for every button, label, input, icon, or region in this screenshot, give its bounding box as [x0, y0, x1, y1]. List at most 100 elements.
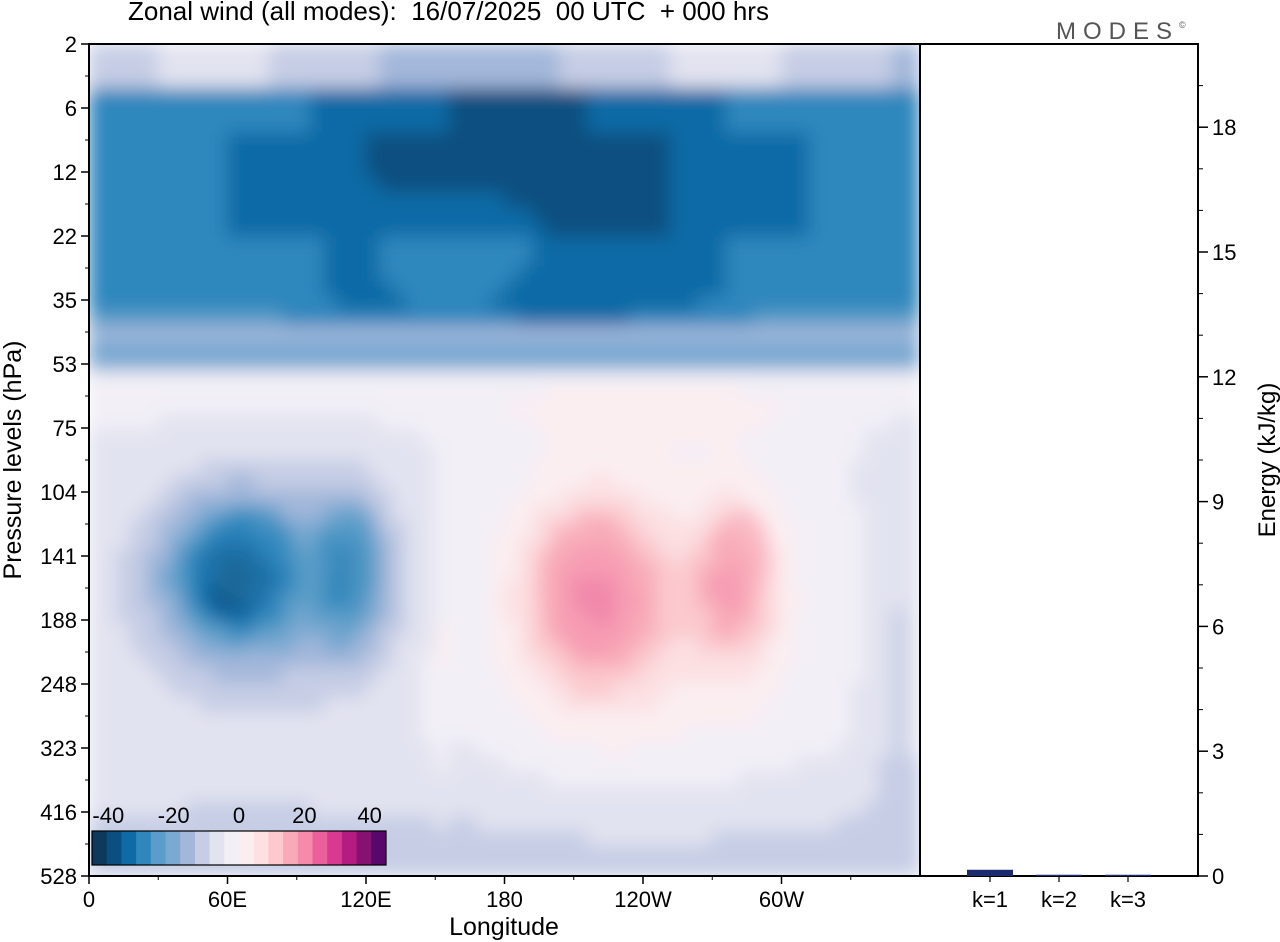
heatmap-cell — [781, 236, 796, 253]
heatmap-cell — [185, 325, 201, 342]
heatmap-cell — [130, 578, 145, 595]
heatmap-cell — [559, 771, 575, 788]
heatmap-cell — [296, 310, 312, 327]
heatmap-cell — [310, 712, 325, 728]
heatmap-cell — [697, 162, 713, 179]
heatmap-cell — [213, 177, 228, 194]
heatmap-cell — [573, 771, 589, 788]
heatmap-cell — [684, 296, 699, 312]
heatmap-cell — [767, 44, 782, 60]
heatmap-cell — [89, 370, 104, 387]
heatmap-cell — [877, 340, 893, 357]
heatmap-cell — [628, 489, 644, 506]
heatmap-cell — [573, 296, 589, 312]
heatmap-cell — [102, 489, 118, 506]
heatmap-cell — [323, 459, 339, 476]
heatmap-cell — [434, 355, 450, 372]
heatmap-cell — [89, 637, 104, 654]
heatmap-cell — [670, 563, 686, 580]
heatmap-cell — [864, 786, 879, 803]
heatmap-cell — [850, 474, 866, 491]
heatmap-cell — [614, 712, 630, 728]
heatmap-cell — [254, 444, 270, 461]
heatmap-cell — [531, 147, 547, 164]
heatmap-cell — [476, 756, 492, 773]
heatmap-cell — [240, 385, 256, 402]
heatmap-cell — [836, 682, 852, 699]
heatmap-cell — [697, 414, 713, 431]
heatmap-cell — [850, 593, 866, 610]
colorbar-tick-label: -20 — [158, 803, 190, 828]
heatmap-cell — [725, 652, 741, 669]
heatmap-cell — [337, 459, 353, 476]
heatmap-cell — [448, 845, 464, 862]
heatmap-cell — [490, 73, 505, 90]
heatmap-cell — [600, 192, 616, 208]
heatmap-cell — [656, 504, 672, 520]
heatmap-cell — [476, 429, 492, 446]
heatmap-cell — [420, 578, 436, 595]
heatmap-cell — [504, 414, 519, 431]
heatmap-cell — [642, 548, 658, 565]
heatmap-cell — [573, 860, 589, 876]
heatmap-cell — [116, 637, 132, 654]
heatmap-cell — [559, 355, 575, 372]
heatmap-cell — [310, 489, 325, 506]
heatmap-cell — [725, 786, 741, 803]
heatmap-cell — [836, 102, 852, 119]
heatmap-cell — [476, 697, 492, 714]
heatmap-cell — [808, 370, 824, 387]
heatmap-cell — [310, 281, 325, 298]
heatmap-cell — [628, 88, 644, 104]
heatmap-cell — [462, 400, 478, 416]
heatmap-cell — [116, 221, 132, 238]
heatmap-cell — [199, 652, 215, 669]
heatmap-cell — [379, 355, 395, 372]
heatmap-cell — [407, 771, 422, 788]
heatmap-cell — [628, 281, 644, 298]
heatmap-cell — [850, 712, 866, 728]
heatmap-cell — [573, 266, 589, 283]
heatmap-cell — [379, 177, 395, 194]
x-axis-label: Longitude — [449, 913, 559, 941]
heatmap-cell — [185, 266, 201, 283]
heatmap-cell — [517, 489, 533, 506]
heatmap-cell — [794, 44, 810, 60]
heatmap-cell — [697, 177, 713, 194]
heatmap-cell — [407, 88, 422, 104]
heatmap-cell — [628, 147, 644, 164]
heatmap-cell — [781, 429, 796, 446]
heatmap-cell — [171, 355, 187, 372]
heatmap-cell — [587, 88, 602, 104]
heatmap-cell — [157, 88, 173, 104]
heatmap-cell — [905, 370, 920, 387]
heatmap-cell — [407, 44, 422, 60]
heatmap-cell — [199, 340, 215, 357]
heatmap-cell — [393, 504, 409, 520]
heatmap-cell — [130, 251, 145, 268]
heatmap-cell — [199, 682, 215, 699]
heatmap-cell — [130, 117, 145, 134]
heatmap-cell — [351, 132, 367, 149]
heatmap-cell — [379, 474, 395, 491]
heatmap-cell — [877, 281, 893, 298]
heatmap-cell — [794, 474, 810, 491]
heatmap-cell — [185, 162, 201, 179]
heatmap-cell — [448, 548, 464, 565]
energy-tick-label: 15 — [1212, 240, 1236, 265]
heatmap-cell — [891, 474, 907, 491]
heatmap-cell — [199, 73, 215, 90]
heatmap-cell — [531, 801, 547, 818]
heatmap-cell — [240, 147, 256, 164]
heatmap-cell — [642, 504, 658, 520]
heatmap-cell — [697, 221, 713, 238]
heatmap-cell — [877, 370, 893, 387]
heatmap-cell — [559, 444, 575, 461]
heatmap-cell — [711, 652, 727, 669]
heatmap-cell — [185, 370, 201, 387]
heatmap-cell — [351, 44, 367, 60]
heatmap-cell — [227, 177, 242, 194]
x-tick-label: 120W — [614, 887, 672, 912]
heatmap-cell — [614, 474, 630, 491]
